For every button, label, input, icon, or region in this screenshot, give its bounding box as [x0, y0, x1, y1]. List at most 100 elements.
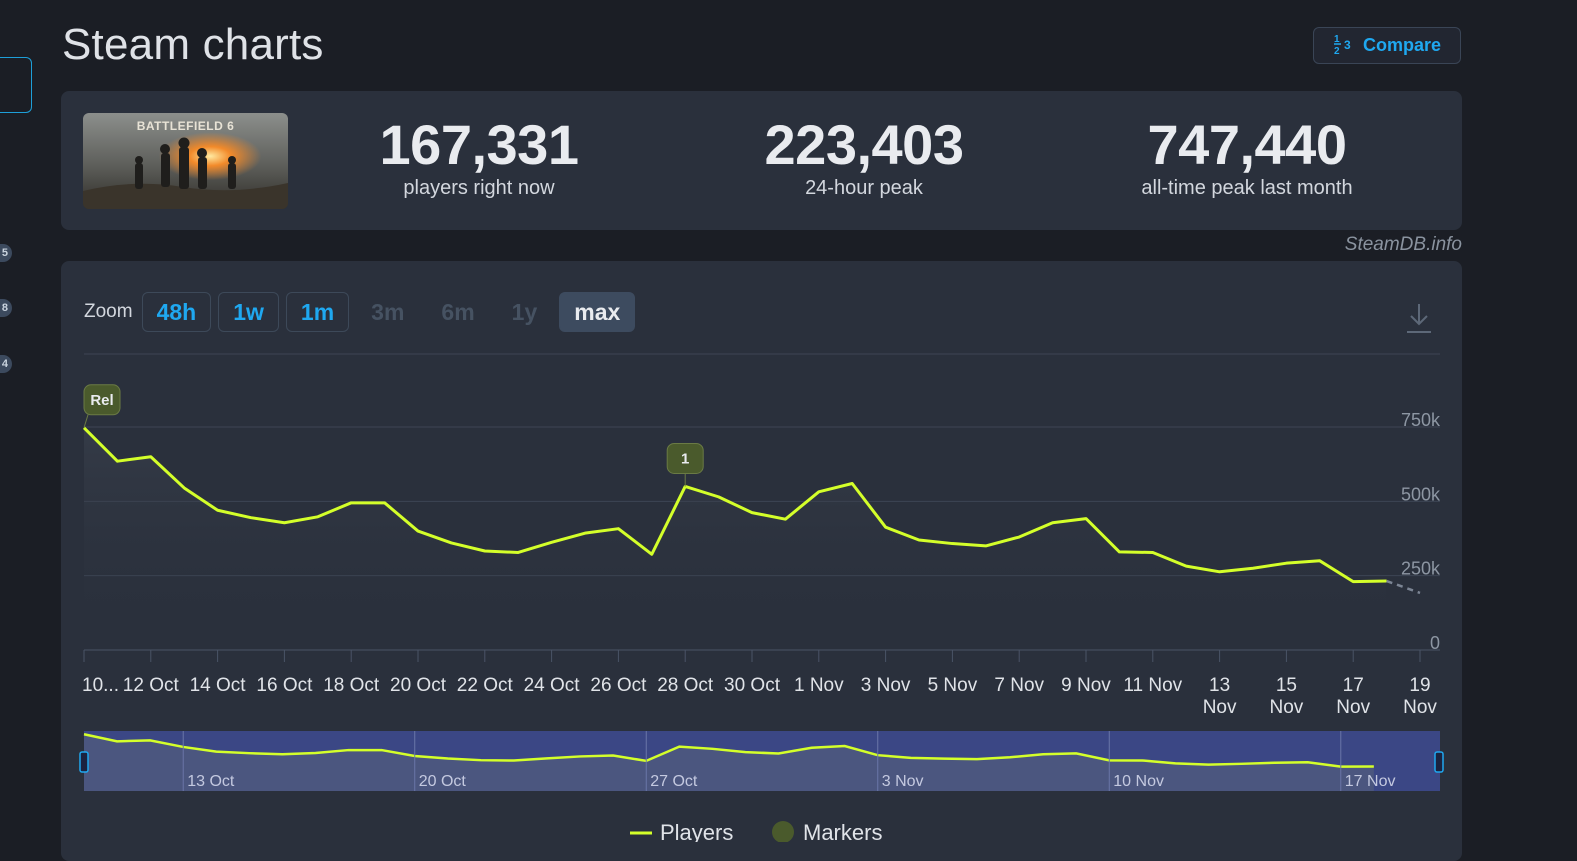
svg-text:1: 1	[1334, 34, 1340, 45]
data-point[interactable]	[1284, 561, 1288, 565]
data-point[interactable]	[483, 549, 487, 553]
data-point[interactable]	[316, 515, 320, 519]
data-point[interactable]	[1051, 521, 1055, 525]
sidebar: 5 8 4	[0, 0, 40, 842]
data-point[interactable]	[1251, 566, 1255, 570]
navigator-label: 20 Oct	[419, 773, 467, 790]
data-point[interactable]	[616, 527, 620, 531]
zoom-max-button[interactable]: max	[559, 292, 636, 332]
legend-markers-label[interactable]: Markers	[803, 820, 882, 842]
legend-players-label[interactable]: Players	[660, 820, 733, 842]
data-point[interactable]	[115, 459, 119, 463]
player-count-chart[interactable]: 0 250k 500k 750k Rel 1 10... 12 Oct 14 Oct 16 O…	[0, 0, 1577, 842]
x-tick-label: 12 Oct	[123, 675, 180, 696]
marker-stem	[83, 414, 89, 428]
data-point[interactable]	[282, 521, 286, 525]
data-point[interactable]	[1318, 559, 1322, 563]
attribution[interactable]: SteamDB.info	[1344, 234, 1462, 255]
legend-markers-swatch[interactable]	[772, 821, 794, 842]
marker-flag[interactable]	[83, 384, 121, 416]
page-title: Steam charts	[62, 20, 324, 69]
zoom-1m-button[interactable]: 1m	[285, 292, 350, 332]
x-tick-label: 16 Oct	[256, 675, 313, 696]
zoom-label: Zoom	[84, 301, 133, 322]
data-point[interactable]	[650, 552, 654, 556]
data-point[interactable]	[1117, 550, 1121, 554]
data-point[interactable]	[383, 501, 387, 505]
x-tick-label: 15 Nov	[1270, 675, 1304, 718]
navigator-area	[84, 734, 1374, 791]
stat-label: 24-hour peak	[805, 177, 923, 199]
data-point[interactable]	[149, 455, 153, 459]
game-thumbnail[interactable]: BATTLEFIELD 6	[83, 113, 288, 209]
x-tick-label: 18 Oct	[323, 675, 380, 696]
zoom-3m-button: 3m	[371, 298, 405, 325]
zoom-1y-button: 1y	[511, 298, 538, 325]
sidebar-badge: 8	[0, 299, 12, 317]
data-point[interactable]	[1218, 570, 1222, 574]
sidebar-badge: 4	[0, 355, 12, 373]
data-point[interactable]	[884, 525, 888, 529]
x-tick-label: 22 Oct	[457, 675, 514, 696]
zoom-1w-button[interactable]: 1w	[218, 292, 279, 332]
data-point[interactable]	[1184, 564, 1188, 568]
data-point[interactable]	[416, 529, 420, 533]
data-point[interactable]	[984, 544, 988, 548]
compare-icon: 1 2 3	[1333, 32, 1355, 59]
y-tick-label: 250k	[1401, 559, 1441, 579]
navigator-line	[83, 733, 1374, 768]
y-tick-label: 750k	[1401, 410, 1441, 430]
x-tick-label: 19 Nov	[1403, 675, 1437, 718]
marker-label: 1	[681, 450, 689, 467]
stat-value: 223,403	[764, 113, 964, 176]
data-point[interactable]	[516, 550, 520, 554]
data-point[interactable]	[1151, 550, 1155, 554]
data-point[interactable]	[1084, 517, 1088, 521]
data-point[interactable]	[850, 481, 854, 485]
x-tick-label: 9 Nov	[1061, 675, 1111, 696]
y-tick-label: 500k	[1401, 484, 1441, 504]
y-tick-label: 0	[1430, 633, 1440, 653]
data-point[interactable]	[817, 490, 821, 494]
x-tick-label: 30 Oct	[724, 675, 781, 696]
series-projection-line	[1386, 579, 1421, 595]
data-point[interactable]	[349, 501, 353, 505]
navigator-handle-left[interactable]	[79, 751, 89, 773]
navigator-label: 27 Oct	[650, 773, 698, 790]
x-tick-label: 10...	[82, 675, 119, 696]
x-tick-label: 11 Nov	[1123, 675, 1182, 696]
data-point[interactable]	[783, 517, 787, 521]
navigator-handle-right[interactable]	[1434, 751, 1444, 773]
x-tick-label: 13 Nov	[1203, 675, 1237, 718]
svg-text:2: 2	[1334, 46, 1340, 56]
data-point[interactable]	[249, 516, 253, 520]
zoom-controls: Zoom 48h 1w 1m 3m 6m 1y max	[84, 291, 642, 333]
zoom-48h-button[interactable]: 48h	[141, 292, 212, 332]
x-tick-label: 26 Oct	[590, 675, 647, 696]
series-line-players[interactable]	[82, 426, 1387, 584]
data-point[interactable]	[917, 538, 921, 542]
data-point[interactable]	[717, 495, 721, 499]
data-point[interactable]	[216, 508, 220, 512]
data-point[interactable]	[583, 531, 587, 535]
download-icon[interactable]	[1404, 301, 1434, 335]
data-point[interactable]	[1351, 580, 1355, 584]
sidebar-search-box[interactable]	[0, 57, 32, 113]
data-point[interactable]	[550, 540, 554, 544]
x-tick-label: 7 Nov	[994, 675, 1044, 696]
stat-24h-peak: 223,403 24-hour peak	[744, 115, 984, 200]
data-point[interactable]	[950, 542, 954, 546]
navigator-label: 13 Oct	[187, 773, 235, 790]
data-point[interactable]	[1017, 535, 1021, 539]
data-point[interactable]	[449, 541, 453, 545]
stat-value: 167,331	[379, 113, 579, 176]
compare-button[interactable]: 1 2 3 Compare	[1313, 27, 1461, 64]
stat-current-players: 167,331 players right now	[379, 115, 579, 200]
stats-card: BATTLEFIELD 6 167,331 players right now …	[61, 91, 1462, 230]
svg-text:3: 3	[1344, 38, 1351, 52]
compare-label: Compare	[1362, 35, 1442, 55]
x-tick-label: 1 Nov	[794, 675, 844, 696]
data-point[interactable]	[182, 486, 186, 490]
marker-flag[interactable]	[666, 442, 704, 474]
data-point[interactable]	[750, 511, 754, 515]
